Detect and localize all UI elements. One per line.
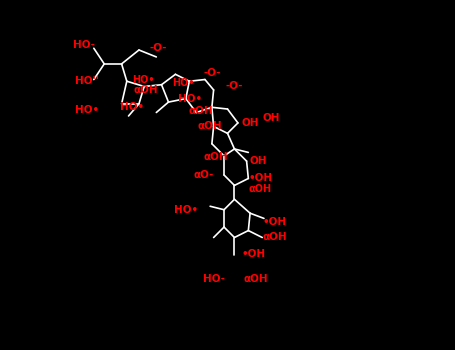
Text: HO•: HO• — [75, 105, 99, 115]
Text: HO•: HO• — [120, 102, 144, 112]
Text: HO•: HO• — [174, 205, 198, 215]
Text: αO-: αO- — [193, 170, 213, 180]
Text: -O-: -O- — [149, 43, 167, 53]
Text: αOH: αOH — [248, 184, 272, 194]
Text: •OH: •OH — [242, 249, 266, 259]
Text: HO'': HO'' — [75, 76, 99, 86]
Text: HO-: HO- — [73, 40, 95, 50]
Text: αOH: αOH — [133, 85, 158, 95]
Text: αOH: αOH — [198, 121, 222, 131]
Text: •OH: •OH — [248, 174, 273, 183]
Text: αOH: αOH — [243, 274, 268, 284]
Text: OH: OH — [262, 113, 280, 123]
Text: HO-: HO- — [203, 274, 225, 284]
Text: OH: OH — [242, 118, 259, 128]
Text: HO•: HO• — [132, 75, 155, 84]
Text: -O-: -O- — [225, 81, 243, 91]
Text: αOH: αOH — [189, 106, 213, 116]
Text: αOH: αOH — [262, 232, 287, 243]
Text: HO•: HO• — [172, 78, 194, 88]
Text: -O-: -O- — [203, 68, 221, 78]
Text: αOH: αOH — [203, 152, 228, 162]
Text: HO•: HO• — [178, 93, 202, 104]
Text: •OH: •OH — [262, 217, 286, 227]
Text: OH: OH — [249, 156, 267, 166]
